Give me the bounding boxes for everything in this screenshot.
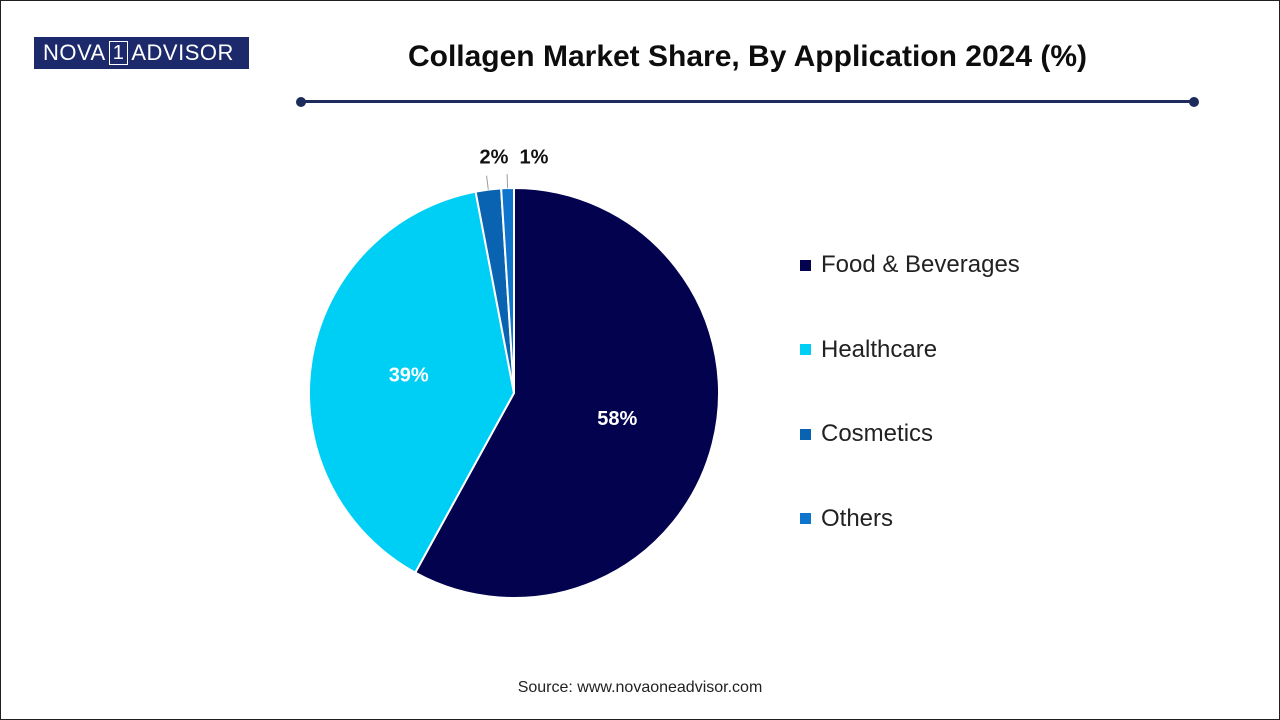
pie-leader-lines bbox=[486, 174, 509, 190]
legend-swatch-food-and-beverages bbox=[800, 259, 811, 271]
legend-item-food-and-beverages: Food & Beverages bbox=[800, 250, 1020, 280]
pie-data-labels: 58% 39% 2% 1% bbox=[389, 146, 638, 430]
chart-title: Collagen Market Share, By Application 20… bbox=[407, 40, 1088, 73]
pie-slices bbox=[308, 186, 720, 599]
logo-text-nova: NOVA bbox=[43, 40, 106, 65]
chart-legend: Food & Beverages Healthcare Cosmetics Other… bbox=[800, 250, 1020, 588]
legend-swatch-cosmetics bbox=[800, 428, 811, 440]
title-underline bbox=[296, 96, 1199, 107]
data-label-cosmetics: 2% bbox=[480, 146, 509, 168]
legend-label-food-and-beverages: Food & Beverages bbox=[821, 251, 1020, 278]
brand-logo: NOVA 1 ADVISOR bbox=[34, 37, 249, 69]
underline-right-dot bbox=[1189, 96, 1199, 107]
data-label-others: 1% bbox=[520, 146, 549, 168]
leader-line-cosmetics bbox=[486, 175, 489, 190]
legend-label-healthcare: Healthcare bbox=[821, 335, 938, 363]
legend-item-cosmetics: Cosmetics bbox=[800, 419, 1020, 449]
legend-label-others: Others bbox=[821, 504, 894, 532]
logo-text-advisor: ADVISOR bbox=[131, 40, 234, 65]
legend-label-cosmetics: Cosmetics bbox=[821, 420, 934, 447]
source-note: Source: www.novaoneadvisor.com bbox=[517, 679, 763, 696]
legend-swatch-healthcare bbox=[800, 344, 811, 355]
legend-item-others: Others bbox=[800, 504, 1020, 534]
legend-item-healthcare: Healthcare bbox=[800, 335, 1020, 365]
underline-left-dot bbox=[296, 96, 306, 107]
logo-text-one: 1 bbox=[108, 41, 129, 65]
data-label-healthcare: 39% bbox=[389, 365, 429, 387]
pie-slice-food-and-beverages bbox=[413, 186, 720, 599]
legend-swatch-others bbox=[800, 513, 811, 524]
pie-slice-others bbox=[500, 186, 515, 394]
pie-slice-healthcare bbox=[308, 190, 516, 575]
data-label-food-and-beverages: 58% bbox=[597, 408, 637, 430]
